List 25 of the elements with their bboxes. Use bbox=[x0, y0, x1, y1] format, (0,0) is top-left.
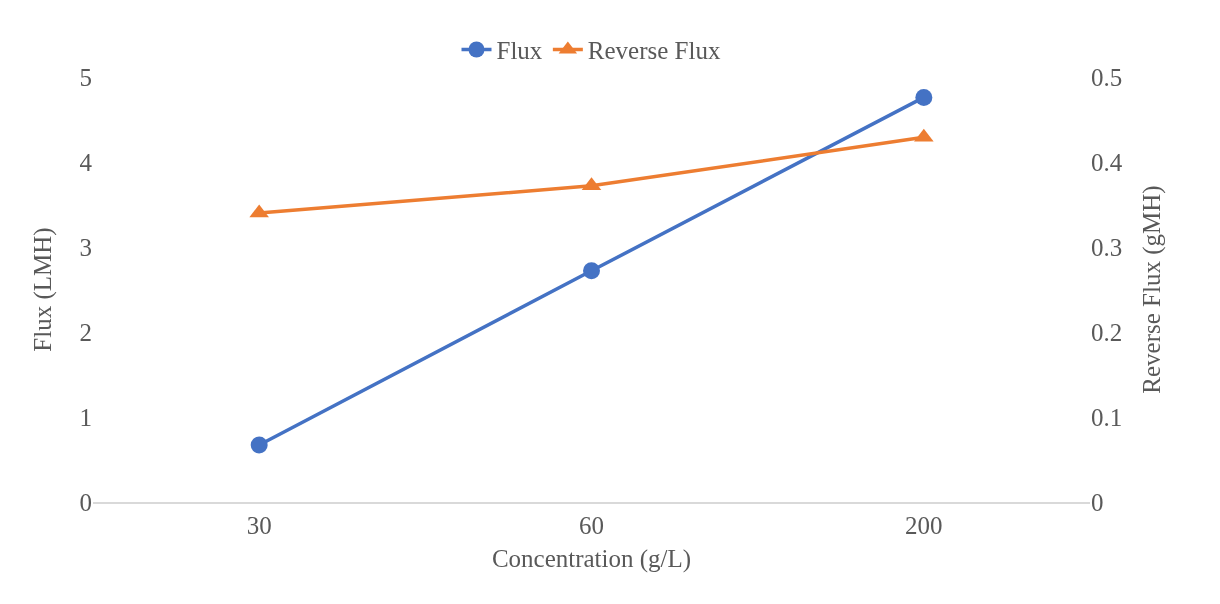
y-tick-label: 2 bbox=[79, 318, 92, 346]
y2-tick-label: 0.4 bbox=[1091, 148, 1123, 176]
x-tick-label: 30 bbox=[246, 511, 272, 539]
point bbox=[249, 204, 269, 218]
y-tick-label: 1 bbox=[79, 403, 92, 431]
legend-label: Flux bbox=[496, 37, 543, 65]
y2-tick-label: 0.3 bbox=[1091, 233, 1123, 261]
x-axis-title: Concentration (g/L) bbox=[491, 545, 692, 574]
y-tick-label: 5 bbox=[79, 63, 92, 91]
y2-tick-label: 0.5 bbox=[1091, 63, 1123, 91]
y2-axis-title: Reverse Flux (gMH) bbox=[1137, 185, 1166, 394]
legend-label: Reverse Flux bbox=[587, 37, 721, 65]
x-tick-label: 200 bbox=[905, 511, 943, 539]
x-tick-label: 60 bbox=[579, 511, 604, 539]
point bbox=[583, 262, 600, 280]
y-tick-label: 0 bbox=[79, 488, 92, 516]
point bbox=[250, 436, 268, 454]
y2-tick-label: 0 bbox=[1091, 488, 1104, 516]
y2-tick-label: 0.2 bbox=[1091, 318, 1123, 346]
y-tick-label: 4 bbox=[79, 148, 93, 176]
point bbox=[914, 128, 934, 142]
y-axis-title: Flux (LMH) bbox=[29, 227, 58, 352]
y2-tick-label: 0.1 bbox=[1091, 403, 1123, 431]
y-tick-label: 3 bbox=[79, 233, 92, 261]
point bbox=[915, 88, 933, 106]
